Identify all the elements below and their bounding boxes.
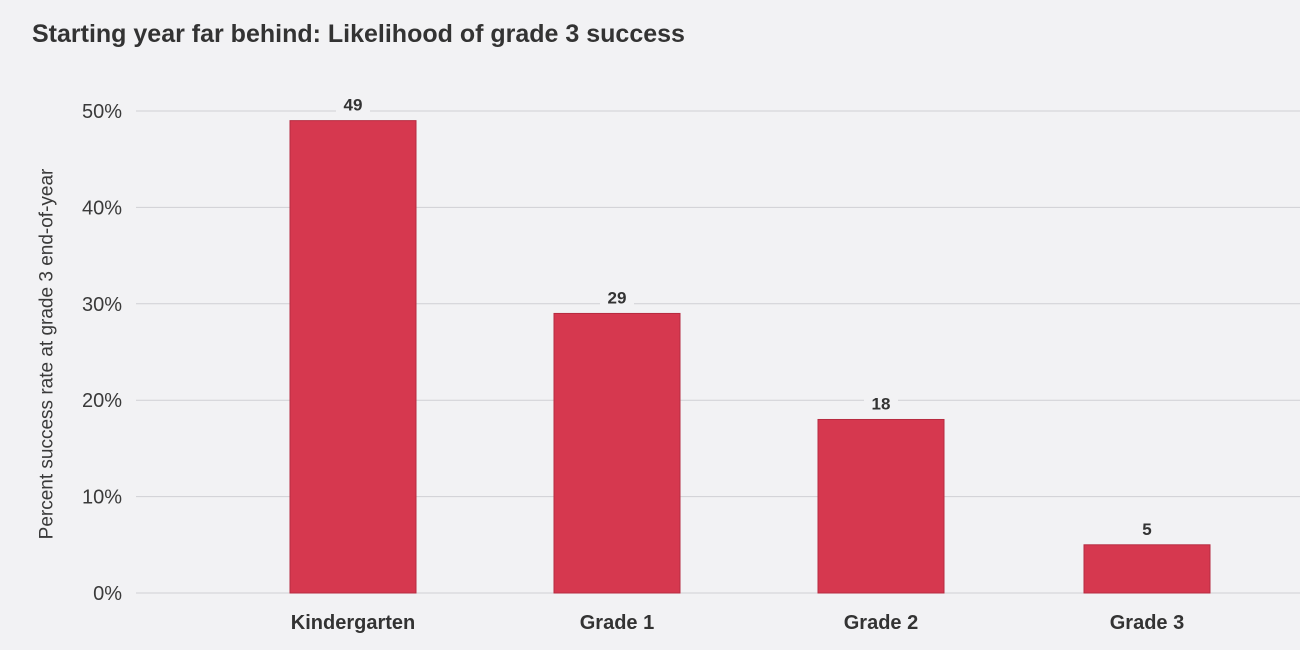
x-category-label: Kindergarten <box>291 612 415 634</box>
y-tick-label: 10% <box>82 487 122 509</box>
data-label: 18 <box>872 394 891 413</box>
y-tick-label: 30% <box>82 294 122 316</box>
y-tick-label: 20% <box>82 390 122 412</box>
x-category-label: Grade 3 <box>1110 612 1184 634</box>
y-tick-label: 40% <box>82 197 122 219</box>
data-labels: 49 29 18 5 <box>336 94 1159 541</box>
y-tick-label: 50% <box>82 101 122 123</box>
data-label-background <box>336 94 370 117</box>
data-label: 5 <box>1142 520 1151 539</box>
data-label: 49 <box>344 96 363 115</box>
x-category-label: Grade 2 <box>844 612 918 634</box>
x-category-label: Grade 1 <box>580 612 654 634</box>
bar-kindergarten <box>289 120 417 594</box>
y-axis-ticks: 0% 10% 20% 30% 40% 50% <box>82 101 122 605</box>
data-label: 29 <box>608 288 627 307</box>
bar-grade-3 <box>1083 544 1211 594</box>
x-axis-categories: Kindergarten Grade 1 Grade 2 Grade 3 <box>291 612 1184 634</box>
bars <box>289 120 1211 594</box>
y-tick-label: 0% <box>93 583 122 605</box>
data-label-background <box>600 287 634 310</box>
y-axis-title: Percent success rate at grade 3 end-of-y… <box>37 168 58 539</box>
chart-title: Starting year far behind: Likelihood of … <box>32 20 685 48</box>
data-label-background <box>1135 518 1159 541</box>
bar-grade-1 <box>553 312 681 594</box>
data-label-background <box>864 393 898 416</box>
bar-grade-2 <box>817 418 945 594</box>
